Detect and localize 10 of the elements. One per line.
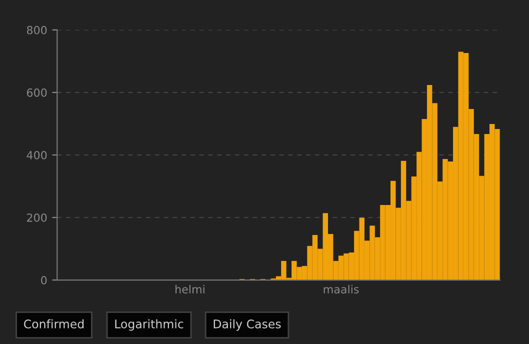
y-tick-label: 0 — [41, 276, 47, 284]
y-tick-label: 600 — [26, 88, 47, 97]
y-tick-label: 400 — [26, 150, 47, 160]
text: Daily Cases — [214, 319, 281, 331]
x-tick-label: maalis — [324, 284, 359, 294]
text: Logarithmic — [115, 319, 184, 331]
y-tick-label: 200 — [27, 213, 47, 222]
text: Confirmed — [24, 319, 84, 328]
x-tick-label: helmi — [176, 284, 204, 294]
y-tick-label: 800 — [26, 26, 47, 34]
